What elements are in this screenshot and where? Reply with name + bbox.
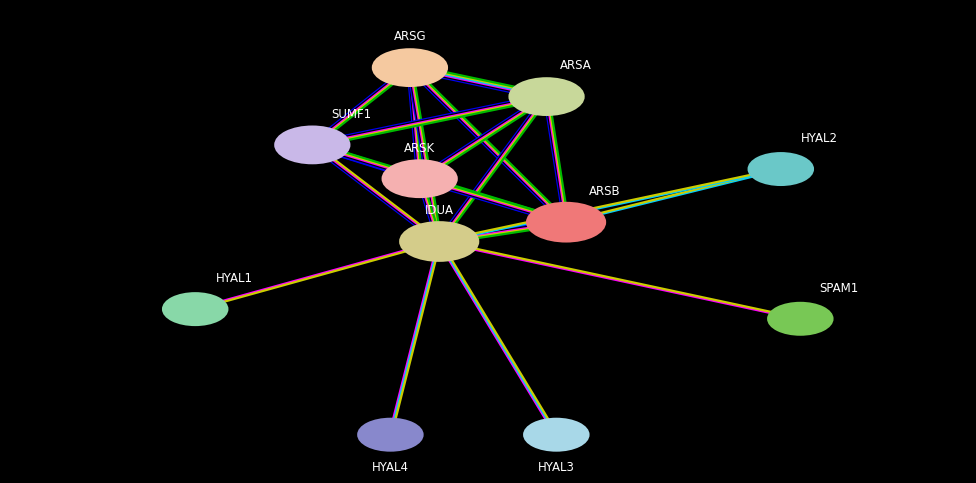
Text: HYAL3: HYAL3 — [538, 461, 575, 474]
Circle shape — [509, 78, 584, 115]
Circle shape — [163, 293, 227, 325]
Circle shape — [358, 419, 423, 451]
Text: ARSB: ARSB — [590, 185, 621, 198]
Circle shape — [275, 127, 349, 163]
Text: HYAL2: HYAL2 — [801, 132, 838, 145]
Circle shape — [524, 419, 589, 451]
Text: ARSK: ARSK — [404, 142, 435, 155]
Text: ARSA: ARSA — [560, 59, 591, 72]
Text: ARSG: ARSG — [393, 30, 427, 43]
Text: SPAM1: SPAM1 — [820, 282, 859, 295]
Circle shape — [768, 303, 833, 335]
Circle shape — [400, 222, 478, 261]
Text: HYAL1: HYAL1 — [216, 272, 253, 285]
Text: HYAL4: HYAL4 — [372, 461, 409, 474]
Circle shape — [749, 153, 813, 185]
Circle shape — [383, 160, 457, 197]
Circle shape — [373, 49, 447, 86]
Text: SUMF1: SUMF1 — [331, 108, 372, 121]
Text: IDUA: IDUA — [425, 204, 454, 217]
Circle shape — [527, 203, 605, 242]
